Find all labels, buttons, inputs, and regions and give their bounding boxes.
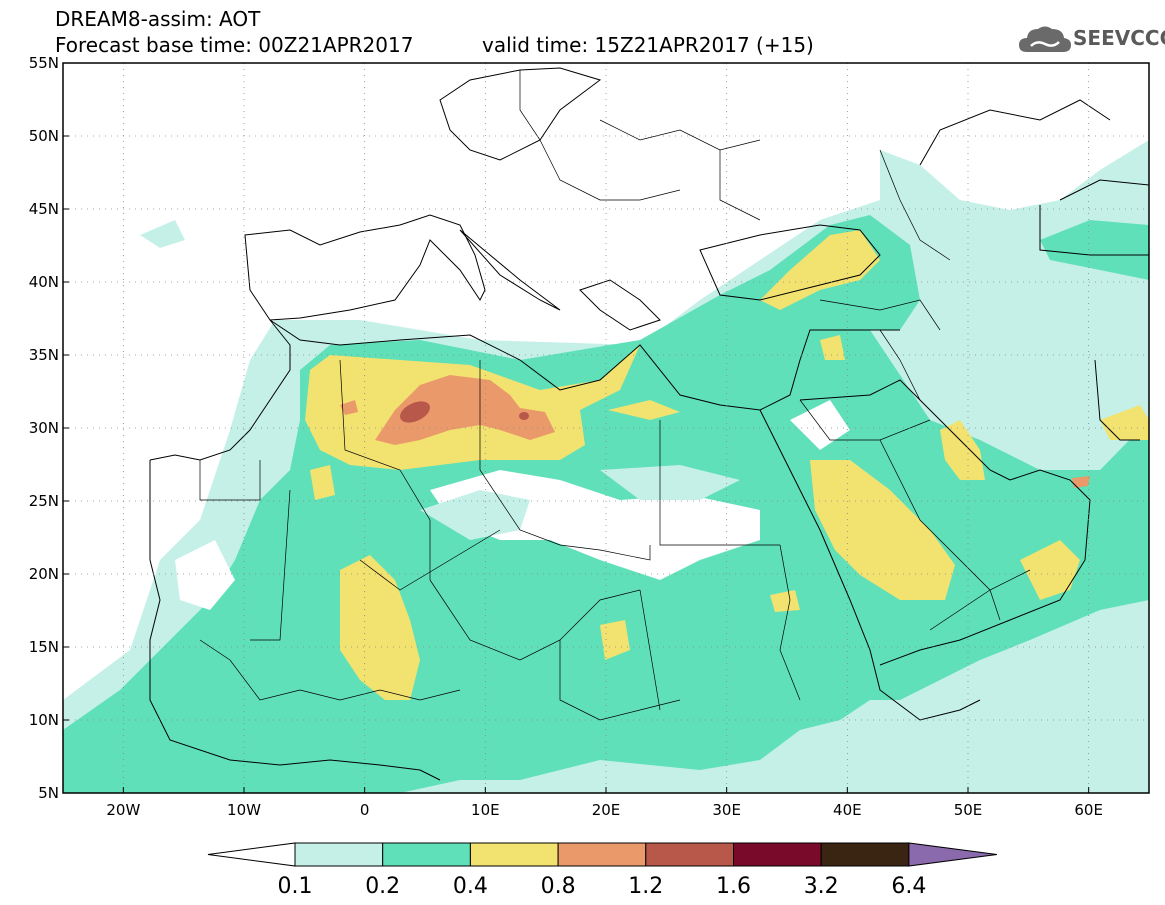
lon-tick-label: 40E: [833, 801, 862, 819]
lat-tick-label: 30N: [29, 419, 59, 437]
seevccc-logo: SEEVCCC: [1017, 20, 1165, 60]
lat-tick-label: 45N: [29, 200, 59, 218]
latitude-labels: 55N 50N 45N 40N 35N 30N 25N 20N 15N 10N 5N: [29, 54, 69, 802]
lat-tick-label: 15N: [29, 638, 59, 656]
lon-tick-label: 10W: [227, 801, 261, 819]
aot-level-0-1-inner: [420, 465, 740, 540]
lat-tick-label: 55N: [29, 54, 59, 72]
lat-tick-label: 5N: [38, 784, 59, 802]
logo-text: SEEVCCC: [1073, 26, 1165, 50]
lon-tick-label: 10E: [471, 801, 500, 819]
lon-tick-label: 20E: [592, 801, 621, 819]
lat-tick-label: 10N: [29, 711, 59, 729]
lon-tick-label: 30E: [712, 801, 741, 819]
aot-level-0-8: [340, 375, 1090, 488]
lat-tick-label: 20N: [29, 565, 59, 583]
country-borders: [199, 70, 1031, 721]
gridlines: [63, 63, 1149, 793]
lon-tick-label: 60E: [1074, 801, 1103, 819]
lon-tick-label: 50E: [954, 801, 983, 819]
forecast-base-time: Forecast base time: 00Z21APR2017: [55, 33, 414, 57]
coastlines: [149, 67, 1149, 781]
longitude-labels: 20W 10W 0 10E 20E 30E 40E 50E 60E: [106, 787, 1103, 819]
valid-time: valid time: 15Z21APR2017 (+15): [482, 33, 814, 57]
aot-level-1-2: [400, 401, 529, 423]
lat-tick-label: 40N: [29, 273, 59, 291]
aot-fields: [63, 140, 1149, 793]
lon-tick-label: 20W: [106, 801, 140, 819]
lat-tick-label: 35N: [29, 346, 59, 364]
map-title: DREAM8-assim: AOT: [55, 7, 261, 31]
lon-tick-label: 0: [360, 801, 370, 819]
lat-tick-label: 50N: [29, 127, 59, 145]
lat-tick-label: 25N: [29, 492, 59, 510]
cloud-logo-icon: [1019, 26, 1071, 52]
